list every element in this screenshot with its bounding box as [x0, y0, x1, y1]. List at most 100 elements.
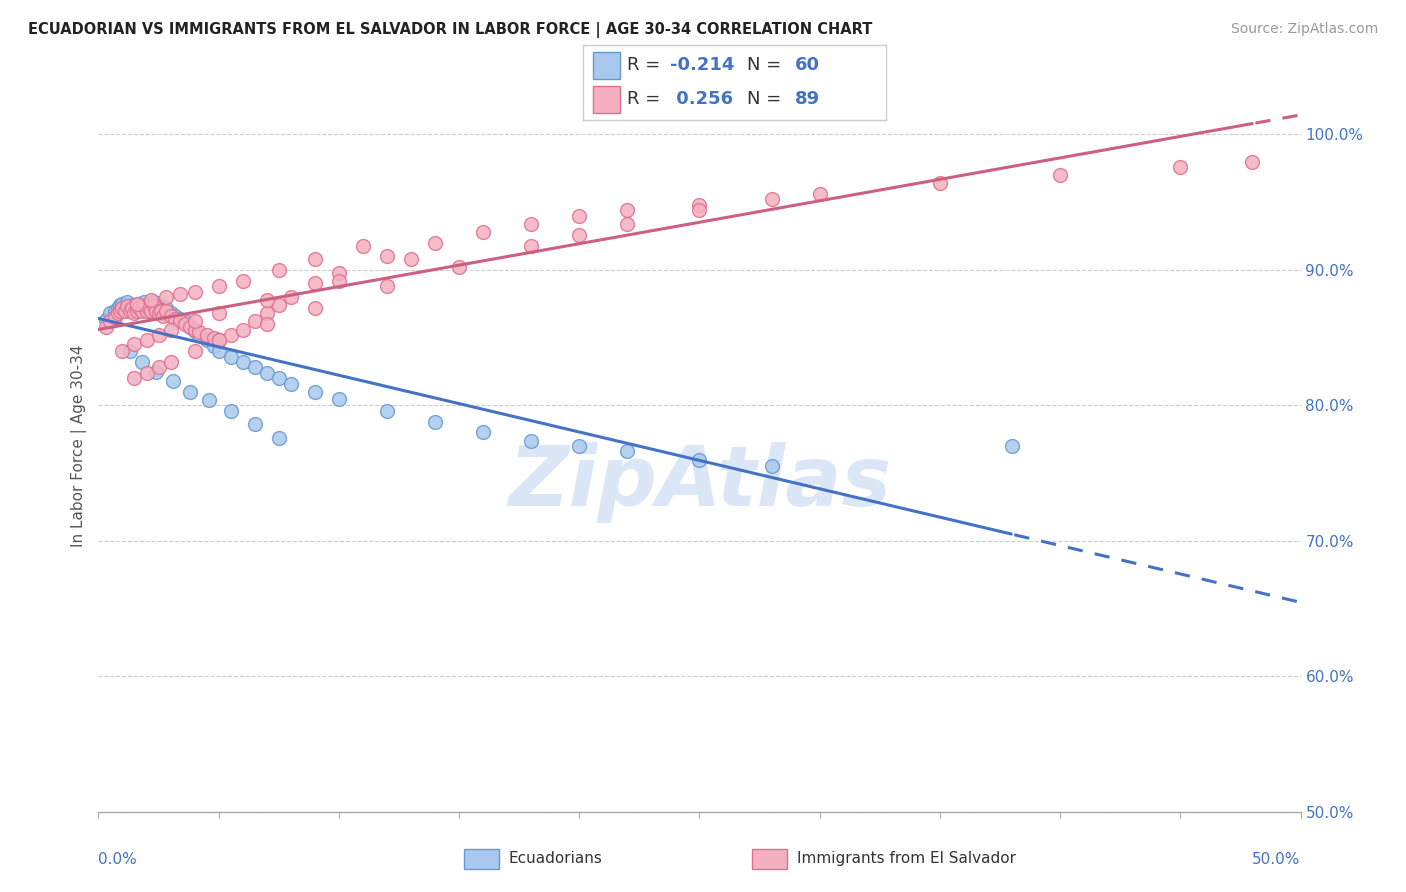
Point [375, 249, 398, 263]
Point [328, 274, 350, 288]
Point [100, 314, 122, 328]
Point [149, 303, 172, 318]
Text: -0.214: -0.214 [669, 56, 734, 74]
Point [124, 303, 146, 318]
Point [208, 334, 231, 348]
Text: 0.256: 0.256 [669, 90, 733, 108]
Point [114, 303, 136, 318]
Point [162, 374, 184, 388]
Point [208, 279, 231, 293]
Point [689, 198, 711, 212]
Point [179, 384, 201, 399]
Point [128, 297, 150, 311]
Text: ECUADORIAN VS IMMIGRANTS FROM EL SALVADOR IN LABOR FORCE | AGE 30-34 CORRELATION: ECUADORIAN VS IMMIGRANTS FROM EL SALVADO… [28, 22, 873, 38]
Point [94, 313, 117, 327]
Point [138, 297, 160, 311]
Point [145, 364, 167, 378]
Point [267, 431, 290, 445]
Point [267, 298, 290, 312]
Point [267, 371, 290, 385]
Point [148, 303, 170, 318]
Point [131, 355, 153, 369]
Point [208, 344, 231, 359]
Point [155, 290, 177, 304]
Point [135, 366, 157, 380]
Point [256, 317, 278, 331]
Point [118, 344, 141, 359]
Point [117, 295, 139, 310]
Point [111, 301, 134, 315]
Text: 60: 60 [796, 56, 820, 74]
Point [928, 176, 950, 190]
Point [1241, 154, 1264, 169]
Point [179, 319, 201, 334]
Point [568, 439, 591, 453]
Point [108, 298, 131, 312]
Point [121, 298, 143, 312]
Text: ZipAtlas: ZipAtlas [508, 442, 891, 523]
Point [159, 322, 181, 336]
Point [256, 366, 278, 380]
Point [155, 303, 177, 318]
Point [375, 404, 398, 418]
Point [148, 327, 170, 342]
Point [124, 337, 146, 351]
Point [267, 263, 290, 277]
Point [107, 301, 129, 315]
Text: N =: N = [747, 90, 787, 108]
Point [1049, 168, 1071, 182]
Point [183, 285, 205, 299]
Point [761, 459, 783, 474]
Point [159, 306, 181, 320]
Text: Ecuadorians: Ecuadorians [509, 851, 603, 865]
Point [375, 279, 398, 293]
Point [219, 350, 242, 364]
Text: Source: ZipAtlas.com: Source: ZipAtlas.com [1230, 22, 1378, 37]
Point [568, 209, 591, 223]
Point [100, 306, 122, 320]
Point [256, 293, 278, 307]
Point [138, 301, 160, 315]
Text: 89: 89 [796, 90, 820, 108]
Point [195, 334, 218, 348]
Point [304, 277, 326, 291]
Point [142, 300, 165, 314]
Point [208, 306, 231, 320]
Point [174, 317, 197, 331]
Point [219, 404, 242, 418]
Point [472, 225, 495, 239]
Point [280, 290, 302, 304]
Point [1001, 439, 1024, 453]
Point [135, 334, 157, 348]
Point [1170, 160, 1192, 174]
Point [159, 309, 181, 323]
Point [141, 293, 163, 307]
Point [183, 322, 205, 336]
Point [149, 300, 172, 314]
Text: Immigrants from El Salvador: Immigrants from El Salvador [797, 851, 1017, 865]
Point [256, 306, 278, 320]
Point [243, 314, 266, 328]
Point [148, 360, 170, 375]
Point [520, 434, 543, 448]
Point [125, 301, 148, 315]
Point [165, 311, 187, 326]
Point [616, 217, 638, 231]
Point [183, 324, 205, 338]
Point [128, 301, 150, 315]
Point [132, 295, 155, 310]
Point [188, 327, 211, 342]
Point [111, 297, 134, 311]
Point [132, 300, 155, 314]
Point [304, 301, 326, 315]
Point [118, 303, 141, 318]
Point [520, 217, 543, 231]
Point [169, 311, 191, 326]
Point [124, 306, 146, 320]
Point [118, 301, 141, 315]
Point [125, 303, 148, 318]
Point [808, 187, 831, 202]
Point [135, 303, 157, 318]
Text: N =: N = [747, 56, 787, 74]
Point [188, 325, 211, 339]
